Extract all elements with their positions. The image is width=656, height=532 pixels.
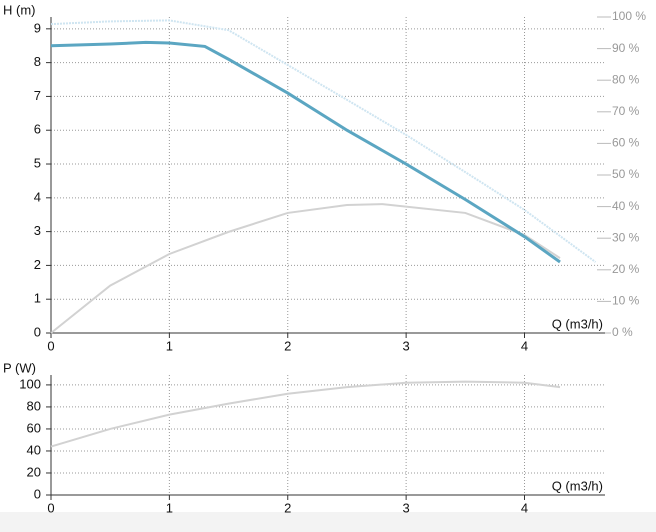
y-tick-label: 100 [19,376,41,391]
x-tick-label: 1 [166,338,173,353]
y-tick-label: 5 [34,155,41,170]
footer-band [0,512,656,532]
y-axis-label: H (m) [3,2,36,17]
y-tick-label: 9 [34,20,41,35]
curve [50,380,561,448]
y-tick-label: 80 [27,398,41,413]
y-tick-label: 7 [34,88,41,103]
curve [50,19,597,263]
y2-tick-label: 0 % [612,325,633,339]
x-tick-label: 4 [521,338,528,353]
y2-tick-label: 40 % [612,199,640,213]
x-tick-label: 0 [47,338,54,353]
y-tick-label: 0 [34,486,41,501]
x-tick-label: 4 [521,500,528,515]
y-tick-label: 6 [34,122,41,137]
x-tick-label: 2 [284,500,291,515]
y2-tick-label: 50 % [612,167,640,181]
y-tick-label: 8 [34,54,41,69]
x-tick-label: 3 [403,500,410,515]
y2-tick-label: 20 % [612,262,640,276]
y2-tick-label: 80 % [612,72,640,86]
y-tick-label: 40 [27,442,41,457]
x-tick-label: 1 [166,500,173,515]
y2-tick-label: 100 % [612,9,646,23]
y2-tick-label: 10 % [612,294,640,308]
curve [50,203,561,334]
x-axis-label: Q (m3/h) [552,316,603,331]
y-tick-label: 3 [34,223,41,238]
y-tick-label: 0 [34,324,41,339]
y-tick-label: 20 [27,464,41,479]
x-axis-label: Q (m3/h) [552,478,603,493]
y2-tick-label: 90 % [612,41,640,55]
x-tick-label: 3 [403,338,410,353]
y-axis-label: P (W) [3,360,36,375]
y-tick-label: 4 [34,189,41,204]
y-tick-label: 2 [34,257,41,272]
x-tick-label: 2 [284,338,291,353]
y2-tick-label: 60 % [612,136,640,150]
y-tick-label: 60 [27,420,41,435]
curve [50,40,561,264]
y-tick-label: 1 [34,291,41,306]
y2-tick-label: 70 % [612,104,640,118]
x-tick-label: 0 [47,500,54,515]
y2-tick-label: 30 % [612,230,640,244]
